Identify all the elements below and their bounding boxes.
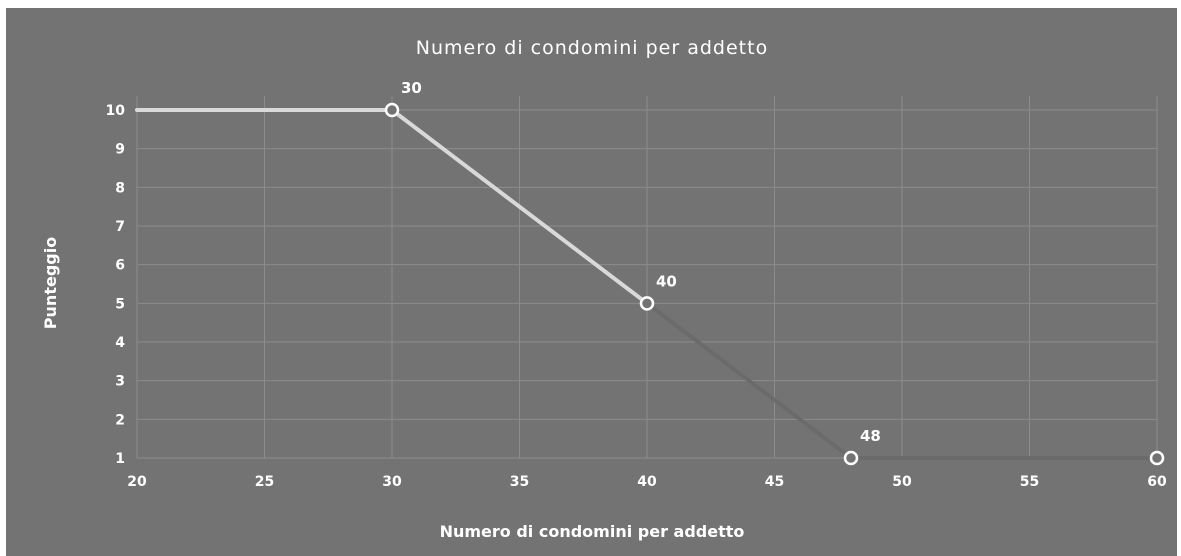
y-tick-label: 4: [115, 335, 125, 351]
y-tick-label: 1: [115, 451, 125, 467]
x-tick-label: 60: [1147, 474, 1167, 490]
x-tick-label: 25: [255, 474, 274, 490]
y-tick-label: 6: [115, 258, 125, 274]
y-tick-label: 8: [115, 180, 125, 196]
marker-layer: 30 40 48: [384, 79, 1165, 466]
y-tick-label: 5: [115, 296, 125, 312]
data-point-marker: [384, 102, 400, 118]
x-axis-title: Numero di condomini per addetto: [440, 522, 745, 541]
x-tick-label: 45: [765, 474, 784, 490]
y-axis-title: Punteggio: [41, 237, 60, 329]
data-point-marker: [843, 450, 859, 466]
chart-frame: Numero di condomini per addetto 30 40 48 2…: [6, 8, 1177, 556]
x-tick-label: 40: [637, 474, 657, 490]
data-label: 48: [860, 427, 881, 445]
y-tick-label: 7: [115, 219, 125, 235]
line-layer: [135, 108, 1159, 460]
x-tick-label: 50: [892, 474, 912, 490]
x-tick-label: 30: [382, 474, 402, 490]
x-tick-label: 20: [127, 474, 147, 490]
x-tick-label: 55: [1020, 474, 1039, 490]
y-tick-label: 9: [115, 142, 125, 158]
y-tick-label: 3: [115, 374, 125, 390]
data-label: 40: [656, 272, 677, 290]
data-point-marker: [639, 296, 655, 311]
series-line-segment: [645, 301, 853, 460]
y-tick-label: 2: [115, 412, 125, 428]
x-tick-label: 35: [510, 474, 529, 490]
chart-title: Numero di condomini per addetto: [416, 37, 768, 59]
grid-layer: [136, 96, 1158, 459]
data-label: 30: [401, 79, 422, 97]
data-point-marker: [1149, 450, 1165, 466]
series-line-segment: [390, 108, 649, 306]
y-tick-label: 10: [106, 103, 126, 119]
